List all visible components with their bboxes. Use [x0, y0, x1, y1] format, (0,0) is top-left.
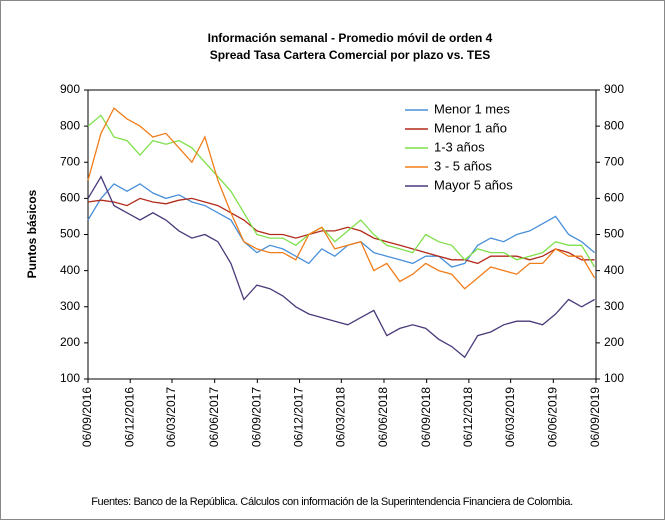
y-tick-label: 700 — [60, 154, 80, 168]
legend-label: Mayor 5 años — [434, 177, 513, 192]
y-tick-label: 500 — [60, 227, 80, 241]
x-tick-label: 06/12/2016 — [122, 387, 136, 447]
y-axis-label: Puntos básicos — [25, 189, 39, 278]
x-tick-label: 06/09/2016 — [80, 387, 94, 447]
y-tick-label: 400 — [60, 263, 80, 277]
x-tick-label: 06/12/2017 — [292, 387, 306, 447]
x-tick-label: 06/12/2018 — [461, 387, 475, 447]
y-tick-label: 800 — [60, 118, 80, 132]
x-tick-label: 06/09/2019 — [588, 387, 602, 447]
x-tick-label: 06/03/2019 — [503, 387, 517, 447]
y2-tick-label: 400 — [604, 263, 624, 277]
y-tick-label: 200 — [60, 335, 80, 349]
series-line — [87, 175, 595, 359]
y-tick-label: 600 — [60, 191, 80, 205]
legend-label: 3 - 5 años — [434, 158, 492, 173]
y2-tick-label: 700 — [604, 154, 624, 168]
chart-subtitle: Spread Tasa Cartera Comercial por plazo … — [210, 48, 491, 62]
y2-tick-label: 200 — [604, 335, 624, 349]
y2-tick-label: 100 — [604, 371, 624, 385]
x-tick-label: 06/03/2017 — [164, 387, 178, 447]
x-tick-label: 06/03/2018 — [333, 387, 347, 447]
x-tick-label: 06/09/2018 — [419, 387, 433, 447]
series-line — [87, 107, 596, 290]
y2-tick-label: 300 — [604, 299, 624, 313]
series-line — [87, 114, 596, 268]
legend-label: 1-3 años — [434, 139, 485, 154]
x-tick-label: 06/09/2017 — [250, 387, 264, 447]
y2-tick-label: 900 — [604, 82, 624, 96]
legend-label: Menor 1 año — [434, 120, 507, 135]
chart-title: Información semanal - Promedio móvil de … — [208, 31, 493, 45]
y-tick-label: 100 — [60, 371, 80, 385]
y2-tick-label: 500 — [604, 227, 624, 241]
footnote: Fuentes: Banco de la República. Cálculos… — [91, 496, 573, 508]
series-line — [87, 183, 596, 268]
legend-label: Menor 1 mes — [434, 101, 510, 116]
y2-tick-label: 800 — [604, 118, 624, 132]
x-tick-label: 06/06/2019 — [545, 387, 559, 447]
y-tick-label: 900 — [60, 82, 80, 96]
y-tick-label: 300 — [60, 299, 80, 313]
y2-tick-label: 600 — [604, 191, 624, 205]
x-tick-label: 06/06/2017 — [207, 387, 221, 447]
x-tick-label: 06/06/2018 — [376, 387, 390, 447]
